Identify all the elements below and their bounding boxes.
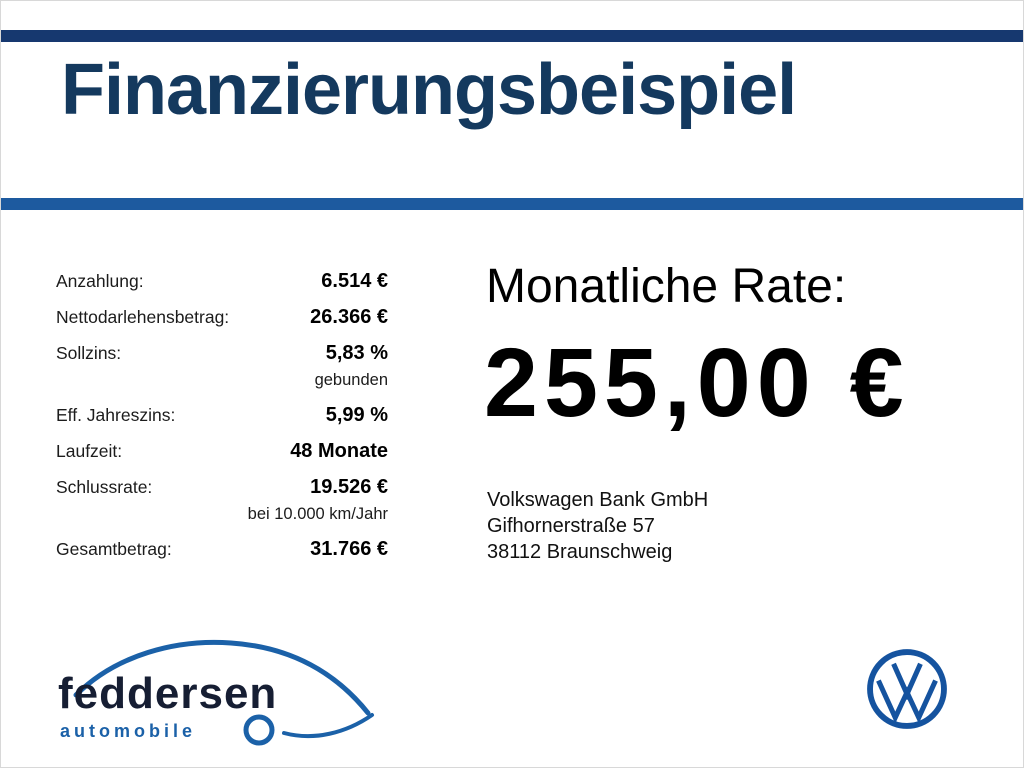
- finance-note: gebunden: [314, 371, 388, 389]
- table-row-anzahlung: Anzahlung: 6.514 €: [56, 269, 388, 293]
- finance-value: 26.366 €: [310, 306, 388, 328]
- finance-label: Nettodarlehensbetrag:: [56, 307, 230, 327]
- table-row-sollzins: Sollzins: 5,83 %: [56, 341, 388, 365]
- finance-value: 19.526 €: [310, 476, 388, 498]
- bank-street: Gifhornerstraße 57: [487, 515, 655, 537]
- page-title: Finanzierungsbeispiel: [61, 50, 797, 130]
- bank-name: Volkswagen Bank GmbH: [487, 489, 709, 511]
- finance-label: Laufzeit:: [56, 441, 123, 461]
- dealer-subtitle: automobile: [60, 721, 197, 741]
- finance-value: 6.514 €: [321, 270, 388, 292]
- title-divider: [1, 198, 1023, 210]
- finance-note: bei 10.000 km/Jahr: [247, 505, 388, 523]
- monthly-rate-amount: 255,00 €: [484, 328, 910, 437]
- car-outline-icon: [73, 639, 374, 746]
- top-divider: [1, 30, 1023, 42]
- table-row-gesamtbetrag: Gesamtbetrag: 31.766 €: [56, 537, 388, 561]
- finance-value: 48 Monate: [290, 440, 388, 462]
- financing-table: Anzahlung: 6.514 € Nettodarlehensbetrag:…: [56, 269, 388, 573]
- finance-value: 5,83 %: [325, 342, 388, 364]
- finance-label: Schlussrate:: [56, 477, 153, 497]
- finance-label: Eff. Jahreszins:: [56, 405, 176, 425]
- bank-address: Volkswagen Bank GmbH Gifhornerstraße 57 …: [487, 487, 708, 565]
- finance-label: Anzahlung:: [56, 271, 144, 291]
- feddersen-logo: feddersen automobile: [46, 629, 386, 754]
- table-row-eff-jahreszins: Eff. Jahreszins: 5,99 %: [56, 403, 388, 427]
- bank-city: 38112 Braunschweig: [487, 541, 673, 563]
- vw-logo-icon: [865, 647, 949, 731]
- finance-label: Gesamtbetrag:: [56, 539, 172, 559]
- finance-value: 5,99 %: [325, 404, 388, 426]
- table-row-schlussrate: Schlussrate: 19.526 €: [56, 475, 388, 499]
- table-row-nettodarlehensbetrag: Nettodarlehensbetrag: 26.366 €: [56, 305, 388, 329]
- finance-value: 31.766 €: [310, 538, 388, 560]
- table-row-laufzeit: Laufzeit: 48 Monate: [56, 439, 388, 463]
- monthly-rate-heading: Monatliche Rate:: [486, 260, 847, 313]
- dealer-name: feddersen: [58, 669, 278, 718]
- finance-label: Sollzins:: [56, 343, 122, 363]
- vw-roundel-icon: [867, 649, 947, 729]
